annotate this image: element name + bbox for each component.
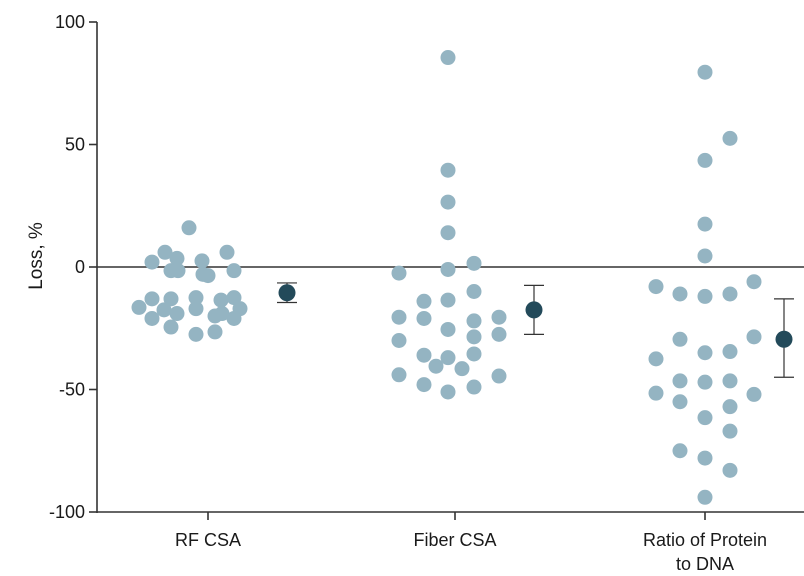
mean-point [775, 330, 793, 348]
data-point [428, 358, 444, 374]
data-point [169, 250, 185, 266]
x-category-label: RF CSA [175, 530, 241, 550]
data-point [491, 368, 507, 384]
data-point [144, 310, 160, 326]
data-point [466, 255, 482, 271]
data-point [188, 326, 204, 342]
data-point [722, 130, 738, 146]
data-point [697, 152, 713, 168]
data-point [214, 306, 230, 322]
data-point [722, 423, 738, 439]
y-axis-title: Loss, % [26, 222, 47, 290]
x-category-label: to DNA [676, 554, 734, 574]
data-point [416, 347, 432, 363]
data-point [672, 286, 688, 302]
data-point [416, 377, 432, 393]
data-point [672, 443, 688, 459]
data-point [440, 50, 456, 66]
chart-marks [131, 50, 762, 505]
data-point [169, 306, 185, 322]
data-point [181, 220, 197, 236]
data-point [440, 384, 456, 400]
data-point [466, 329, 482, 345]
data-point [440, 321, 456, 337]
data-point [188, 290, 204, 306]
data-point [156, 302, 172, 318]
data-point [391, 309, 407, 325]
y-tick-label: -100 [49, 502, 85, 522]
data-point [207, 324, 223, 340]
x-axis-labels: RF CSA Fiber CSA Ratio of Protein to DNA [175, 512, 767, 574]
data-point [163, 319, 179, 335]
data-point [672, 373, 688, 389]
data-point [213, 292, 229, 308]
data-point [440, 225, 456, 241]
data-point [194, 253, 210, 269]
data-point [466, 313, 482, 329]
data-point [746, 329, 762, 345]
y-tick-label: -50 [59, 380, 85, 400]
y-axis-ticks: 100 50 0 -50 -100 [49, 12, 97, 522]
data-point [440, 194, 456, 210]
data-point [746, 386, 762, 402]
data-point [648, 279, 664, 295]
data-point [144, 254, 160, 270]
y-tick-label: 0 [75, 257, 85, 277]
data-point [722, 462, 738, 478]
data-point [440, 162, 456, 178]
data-point [672, 331, 688, 347]
data-point [672, 394, 688, 410]
data-point [697, 374, 713, 390]
data-point [226, 310, 242, 326]
data-point [466, 284, 482, 299]
data-point [188, 301, 204, 317]
x-category-label: Fiber CSA [413, 530, 496, 550]
data-point [391, 333, 407, 348]
data-point [454, 361, 470, 377]
y-tick-label: 50 [65, 135, 85, 155]
data-point [440, 261, 456, 277]
mean-point [525, 301, 543, 319]
data-point [226, 290, 242, 306]
data-point [697, 288, 713, 304]
data-point [466, 346, 482, 362]
data-point [416, 310, 432, 326]
data-point [697, 216, 713, 232]
data-point [722, 286, 738, 302]
data-point [163, 291, 179, 307]
data-point [466, 379, 482, 395]
data-point [648, 351, 664, 367]
data-point [746, 274, 762, 290]
mean-markers [277, 282, 794, 378]
data-point [391, 367, 407, 383]
data-point [440, 292, 456, 308]
data-point [144, 291, 160, 307]
data-point [697, 64, 713, 80]
mean-point [278, 284, 296, 302]
data-point [157, 244, 173, 260]
data-point [391, 265, 407, 281]
data-point [697, 450, 713, 466]
data-point [697, 345, 713, 361]
data-point [440, 350, 456, 366]
x-category-label: Ratio of Protein [643, 530, 767, 550]
data-point [219, 244, 235, 260]
data-point [697, 248, 713, 264]
data-point [200, 268, 216, 284]
data-point [722, 373, 738, 389]
y-tick-label: 100 [55, 12, 85, 32]
data-point [491, 309, 507, 325]
data-point [416, 293, 432, 309]
data-point [697, 489, 713, 505]
data-point [722, 399, 738, 415]
data-point [170, 263, 186, 279]
data-point [226, 263, 242, 279]
data-point [491, 326, 507, 342]
data-point [131, 299, 147, 315]
data-point [697, 410, 713, 426]
data-point [648, 385, 664, 401]
data-point [722, 344, 738, 360]
